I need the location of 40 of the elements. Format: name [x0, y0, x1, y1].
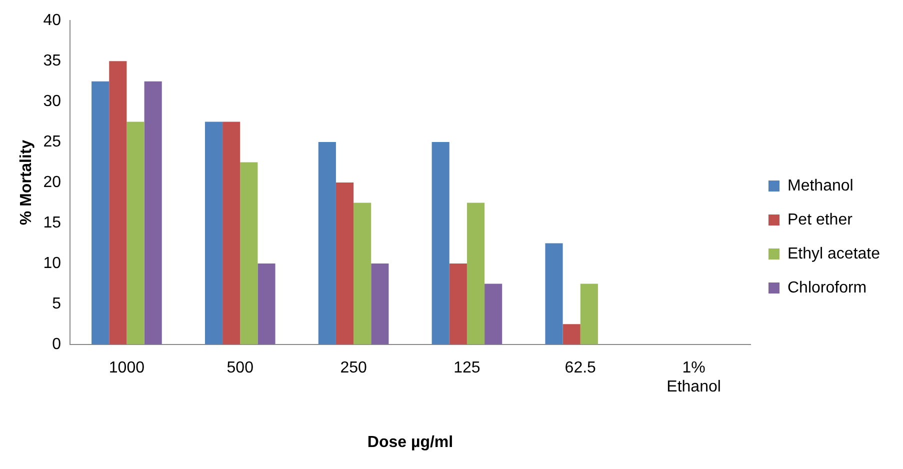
- bar: [545, 243, 563, 344]
- bar: [336, 182, 354, 344]
- y-tick-label: 15: [43, 214, 62, 232]
- bar: [466, 202, 485, 344]
- y-tick-label: 0: [52, 336, 62, 353]
- bar: [318, 142, 336, 344]
- x-tick-label: 62.5: [564, 359, 596, 376]
- x-axis-title: Dose µg/ml: [367, 434, 454, 451]
- bar: [580, 284, 598, 344]
- bar: [222, 122, 240, 344]
- legend-label: Ethyl acetate: [788, 245, 880, 262]
- x-tick-label: 125: [454, 359, 480, 376]
- y-tick-label: 35: [43, 52, 62, 70]
- bar: [204, 122, 223, 344]
- bar: [126, 122, 144, 344]
- bar: [109, 61, 127, 344]
- y-tick-label: 10: [43, 254, 62, 272]
- bar: [562, 324, 580, 344]
- bar: [484, 284, 502, 344]
- x-tick-label: 250: [340, 359, 367, 376]
- y-tick-label: 20: [43, 174, 62, 191]
- y-tick-label: 40: [43, 12, 62, 30]
- y-axis-title: % Mortality: [18, 140, 36, 226]
- y-tick-label: 25: [43, 133, 62, 150]
- bar: [354, 202, 372, 344]
- legend-label: Pet ether: [788, 211, 854, 228]
- x-tick-label: 500: [226, 359, 254, 376]
- bar: [92, 81, 110, 344]
- x-tick-label: 1% Ethanol: [666, 359, 721, 396]
- bar: [144, 81, 162, 344]
- y-tick-label: 5: [52, 295, 62, 312]
- bar: [432, 142, 450, 344]
- bar: [240, 162, 258, 344]
- bar: [371, 263, 389, 344]
- y-tick-label: 30: [43, 92, 62, 110]
- legend-label: Methanol: [788, 177, 854, 194]
- bar: [258, 263, 276, 344]
- bar: [449, 263, 467, 344]
- x-tick-label: 1000: [108, 359, 145, 376]
- legend-label: Chloroform: [788, 279, 867, 296]
